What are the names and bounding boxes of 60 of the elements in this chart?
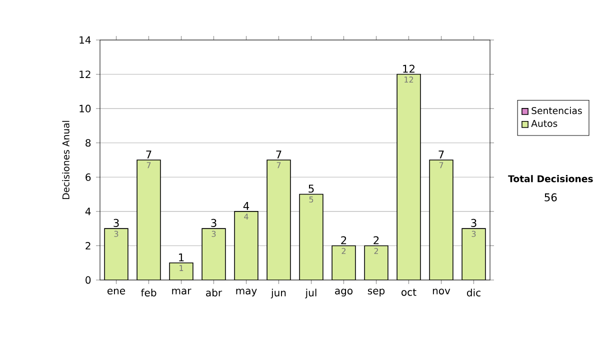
x-tick-label: feb — [140, 288, 156, 296]
total-label: 12 — [403, 64, 414, 73]
y-tick-label: 6 — [86, 173, 91, 181]
data-label: 7 — [276, 162, 281, 168]
x-tick-label: sep — [368, 288, 385, 296]
bar — [300, 194, 323, 280]
y-tick-label: 4 — [85, 208, 91, 216]
x-tick-label: abr — [206, 288, 222, 296]
bar — [234, 211, 258, 280]
x-tick-label: ago — [335, 288, 352, 296]
x-tick-label: jun — [270, 288, 286, 298]
total-label: 2 — [374, 236, 379, 244]
total-label: 3 — [211, 218, 216, 227]
total-label: 1 — [179, 253, 184, 262]
bar — [462, 228, 486, 280]
y-axis-title: Decisiones Anual — [62, 120, 70, 199]
data-label: 12 — [404, 76, 414, 82]
data-label: 1 — [180, 265, 184, 271]
data-label: 7 — [439, 162, 444, 168]
x-tick-label: dic — [466, 288, 480, 296]
bar — [332, 246, 356, 280]
y-tick-label: 12 — [80, 70, 90, 78]
x-tick-label: mar — [172, 288, 192, 294]
x-tick-label: nov — [432, 288, 450, 294]
bar — [104, 228, 128, 280]
total-label: 7 — [146, 150, 152, 158]
text: Total Decisiones — [508, 175, 593, 182]
data-label: 2 — [374, 248, 378, 254]
bar — [364, 246, 388, 280]
x-tick-label: oct — [402, 288, 416, 296]
legend-label: Autos — [531, 120, 558, 127]
total-label: 5 — [308, 184, 314, 193]
bar — [202, 228, 226, 280]
y-tick-label: 2 — [86, 242, 90, 250]
total-label: 3 — [114, 218, 119, 227]
bar — [397, 74, 420, 280]
y-tick-label: 8 — [86, 139, 91, 147]
data-label: 3 — [114, 230, 118, 237]
data-label: 5 — [309, 196, 314, 202]
x-tick-label: ene — [107, 288, 126, 294]
bar — [137, 160, 160, 280]
data-label: 3 — [212, 230, 216, 237]
data-label: 7 — [146, 162, 151, 168]
data-label: 4 — [244, 214, 248, 220]
total-label: 2 — [341, 236, 346, 244]
y-tick-label: 10 — [80, 104, 91, 112]
total-label: 3 — [471, 218, 476, 227]
bar — [430, 160, 453, 280]
legend-label: Sentencias — [532, 106, 582, 114]
y-tick-label: 14 — [80, 36, 91, 44]
x-tick-label: jul — [305, 288, 316, 298]
text: 56 — [544, 193, 557, 202]
x-tick-label: may — [236, 288, 257, 296]
bar — [267, 160, 290, 280]
total-label: 7 — [276, 150, 282, 158]
y-tick-label: 0 — [86, 276, 91, 284]
data-label: 2 — [342, 248, 346, 254]
total-label: 4 — [243, 202, 250, 210]
total-label: 7 — [438, 150, 444, 158]
data-label: 3 — [472, 230, 476, 237]
